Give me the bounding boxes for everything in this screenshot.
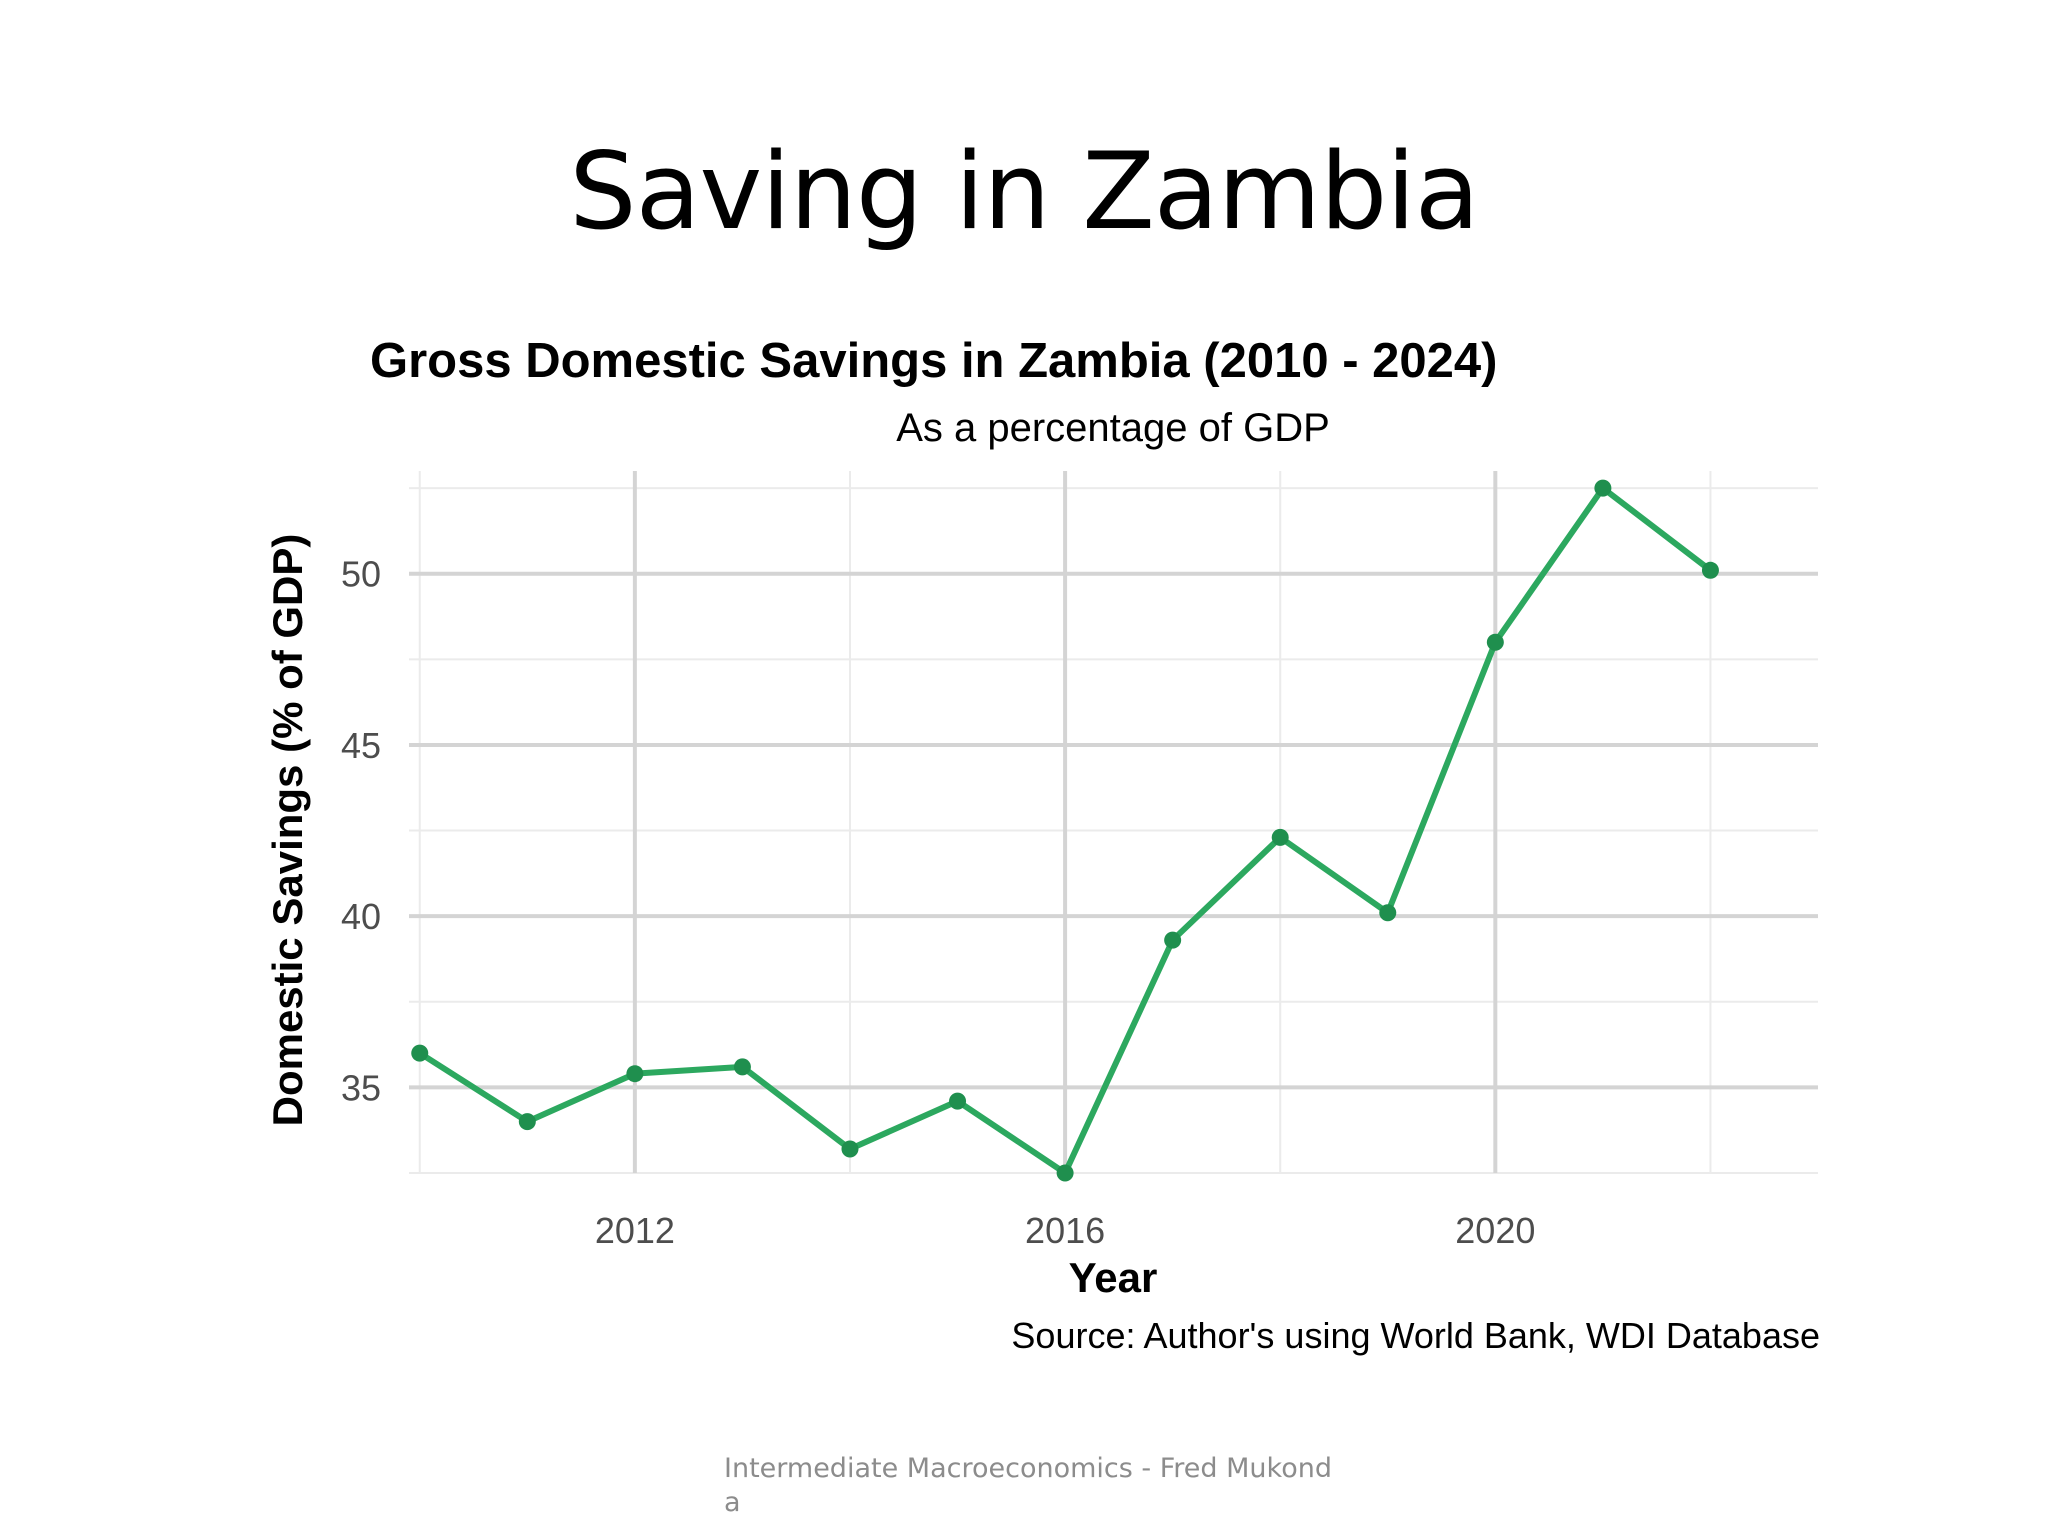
data-point <box>1594 479 1612 497</box>
chart-title: Gross Domestic Savings in Zambia (2010 -… <box>370 334 1497 388</box>
y-tick-label: 40 <box>341 896 381 937</box>
axis-tick-labels: 2012 2016 2020 35 40 45 50 <box>341 554 1535 1251</box>
data-point <box>626 1065 644 1083</box>
y-axis-title: Domestic Savings (% of GDP) <box>264 534 311 1127</box>
data-point <box>518 1113 536 1131</box>
data-point <box>1701 561 1719 579</box>
slide-footer: Intermediate Macroeconomics - Fred Mukon… <box>724 1453 1332 1518</box>
data-point <box>949 1092 967 1110</box>
x-tick-label: 2016 <box>1025 1210 1105 1251</box>
data-point <box>1271 828 1289 846</box>
data-point <box>1164 931 1182 949</box>
grid-lines <box>409 471 1818 1174</box>
data-point <box>411 1044 429 1062</box>
savings-line-chart: Gross Domestic Savings in Zambia (2010 -… <box>264 334 1820 1356</box>
chart-caption: Source: Author's using World Bank, WDI D… <box>1011 1315 1820 1356</box>
x-tick-label: 2012 <box>595 1210 675 1251</box>
data-point <box>1379 904 1397 922</box>
chart-subtitle: As a percentage of GDP <box>896 406 1330 450</box>
data-point <box>1486 633 1504 651</box>
data-point <box>841 1140 859 1158</box>
x-tick-label: 2020 <box>1455 1210 1535 1251</box>
slide-title: Saving in Zambia <box>569 130 1479 253</box>
y-tick-label: 50 <box>341 554 381 595</box>
data-point <box>1056 1164 1074 1182</box>
y-tick-label: 35 <box>341 1067 381 1108</box>
data-point <box>733 1058 751 1076</box>
y-tick-label: 45 <box>341 725 381 766</box>
x-axis-title: Year <box>1069 1254 1158 1301</box>
data-points <box>411 479 1719 1182</box>
